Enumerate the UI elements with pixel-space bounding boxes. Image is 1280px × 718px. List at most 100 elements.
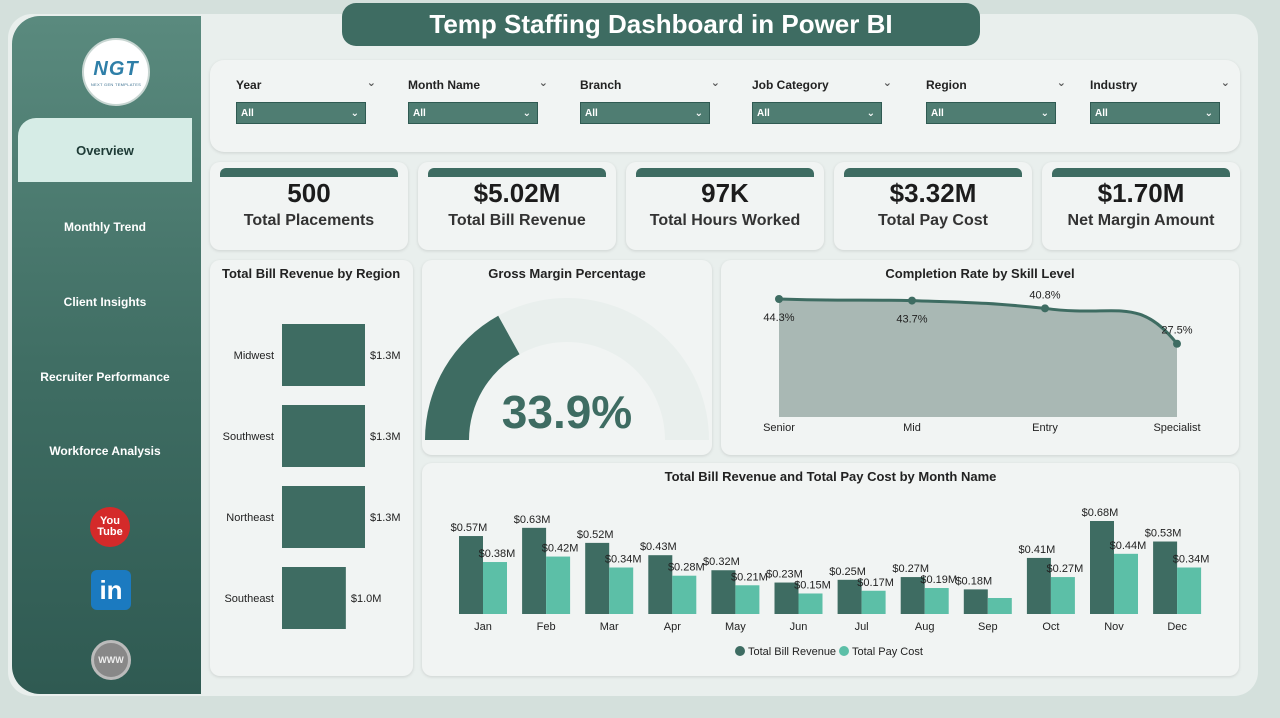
kpi-accent	[636, 168, 814, 177]
category-label: Southwest	[223, 431, 274, 443]
filter-value: All	[757, 107, 770, 119]
nav-monthly-trend[interactable]: Monthly Trend	[18, 207, 192, 247]
kpi-total-placements: 500 Total Placements	[210, 162, 408, 250]
data-label: $0.41M	[1019, 544, 1056, 556]
bar	[585, 542, 610, 614]
filter-value: All	[241, 107, 254, 119]
month-select[interactable]: All ⌄	[408, 102, 538, 124]
legend-marker	[735, 646, 745, 656]
filter-month-name: Month Name ⌄ All ⌄	[408, 77, 548, 124]
area-fill	[779, 299, 1177, 417]
region-select[interactable]: All ⌄	[926, 102, 1056, 124]
filter-label: Region	[926, 78, 967, 92]
chevron-down-icon: ⌄	[350, 107, 359, 119]
chart-title: Total Bill Revenue by Region	[222, 266, 401, 281]
nav-label: Monthly Trend	[64, 220, 146, 234]
chevron-down-icon: ⌄	[866, 107, 875, 119]
data-label: $0.23M	[766, 569, 803, 581]
filter-value: All	[1095, 107, 1108, 119]
nav-workforce-analysis[interactable]: Workforce Analysis	[18, 431, 192, 471]
kpi-value: $5.02M	[473, 178, 561, 208]
chevron-down-icon[interactable]: ⌄	[1056, 77, 1066, 89]
kpi-total-hours-worked: 97K Total Hours Worked	[626, 162, 824, 250]
youtube-icon[interactable]: You Tube	[90, 507, 130, 547]
monthly-revenue-card: Total Bill Revenue and Total Pay Cost by…	[422, 463, 1239, 676]
category-label: Jan	[474, 621, 492, 633]
filter-value: All	[413, 107, 426, 119]
chevron-down-icon[interactable]: ⌄	[1220, 77, 1230, 89]
nav-label: Overview	[76, 142, 134, 158]
filter-year: Year ⌄ All ⌄	[236, 77, 376, 124]
website-text: WWW	[98, 655, 124, 665]
data-label: 40.8%	[1029, 289, 1060, 301]
nav-client-insights[interactable]: Client Insights	[18, 282, 192, 322]
category-label: Midwest	[234, 350, 274, 362]
data-point	[775, 295, 783, 303]
data-label: $1.3M	[370, 431, 401, 443]
nav-label: Client Insights	[63, 295, 147, 309]
data-label: $1.3M	[370, 512, 401, 524]
category-label: Southeast	[224, 593, 274, 605]
category-label: Aug	[915, 621, 935, 633]
area-line	[778, 297, 1179, 345]
category-label: Sep	[978, 621, 998, 633]
logo-subtext: NEXT GEN TEMPLATES	[90, 81, 142, 87]
data-label: $0.43M	[640, 541, 677, 553]
youtube-text: You Tube	[97, 515, 123, 538]
data-point	[1041, 304, 1049, 313]
bar	[987, 597, 1012, 614]
chart-title: Gross Margin Percentage	[488, 266, 646, 281]
category-label: Mid	[903, 422, 921, 434]
chevron-down-icon[interactable]: ⌄	[366, 77, 376, 89]
year-select[interactable]: All ⌄	[236, 102, 366, 124]
kpi-value: 97K	[701, 178, 749, 208]
data-label: $0.27M	[892, 563, 929, 575]
category-label: Feb	[537, 621, 556, 633]
bar	[963, 589, 988, 614]
bar	[483, 562, 507, 614]
chevron-down-icon[interactable]: ⌄	[710, 77, 720, 89]
category-label: Entry	[1032, 422, 1058, 434]
bar	[1026, 557, 1051, 614]
data-label: $1.0M	[351, 593, 382, 605]
bar	[648, 555, 673, 614]
bar	[735, 585, 760, 614]
monthly-bar-chart: $0.57M $0.38M Jan $0.63M $0.42M Feb $0.52M $0.3…	[451, 507, 1210, 658]
filter-panel: Year ⌄ All ⌄ Month Name ⌄ All ⌄ Branch ⌄ All ⌄…	[210, 60, 1240, 152]
data-label: $0.17M	[857, 577, 894, 589]
linkedin-text: in	[99, 574, 123, 605]
bar	[1090, 521, 1114, 614]
data-label: $0.18M	[955, 575, 992, 587]
category-label: Senior	[763, 422, 795, 434]
chevron-down-icon: ⌄	[1040, 107, 1049, 119]
logo-text: NGT	[93, 57, 139, 80]
category-label: Dec	[1167, 621, 1187, 633]
kpi-accent	[220, 168, 398, 177]
legend-label: Total Bill Revenue	[748, 646, 836, 658]
data-label: $0.68M	[1082, 507, 1119, 519]
filter-value: All	[931, 107, 944, 119]
nav-overview[interactable]: Overview	[18, 118, 192, 182]
branch-select[interactable]: All ⌄	[580, 102, 710, 124]
kpi-net-margin-amount: $1.70M Net Margin Amount	[1042, 162, 1240, 250]
category-label: Jul	[855, 621, 869, 633]
job-category-select[interactable]: All ⌄	[752, 102, 882, 124]
bar	[282, 405, 365, 467]
data-label: $0.42M	[542, 543, 579, 555]
industry-select[interactable]: All ⌄	[1090, 102, 1220, 124]
nav-recruiter-performance[interactable]: Recruiter Performance	[18, 357, 192, 397]
chevron-down-icon[interactable]: ⌄	[538, 77, 548, 89]
website-icon[interactable]: WWW	[91, 640, 131, 680]
category-label: Apr	[664, 621, 681, 633]
bar	[924, 588, 949, 614]
data-label: 44.3%	[763, 312, 794, 324]
bar	[282, 486, 365, 548]
nav-label: Workforce Analysis	[49, 444, 161, 458]
category-label: Jun	[790, 621, 808, 633]
chevron-down-icon[interactable]: ⌄	[882, 77, 892, 89]
bar	[522, 527, 547, 614]
bar	[459, 536, 483, 614]
category-label: Oct	[1042, 621, 1059, 633]
data-label: $0.34M	[605, 554, 642, 566]
linkedin-icon[interactable]: in	[91, 570, 131, 610]
